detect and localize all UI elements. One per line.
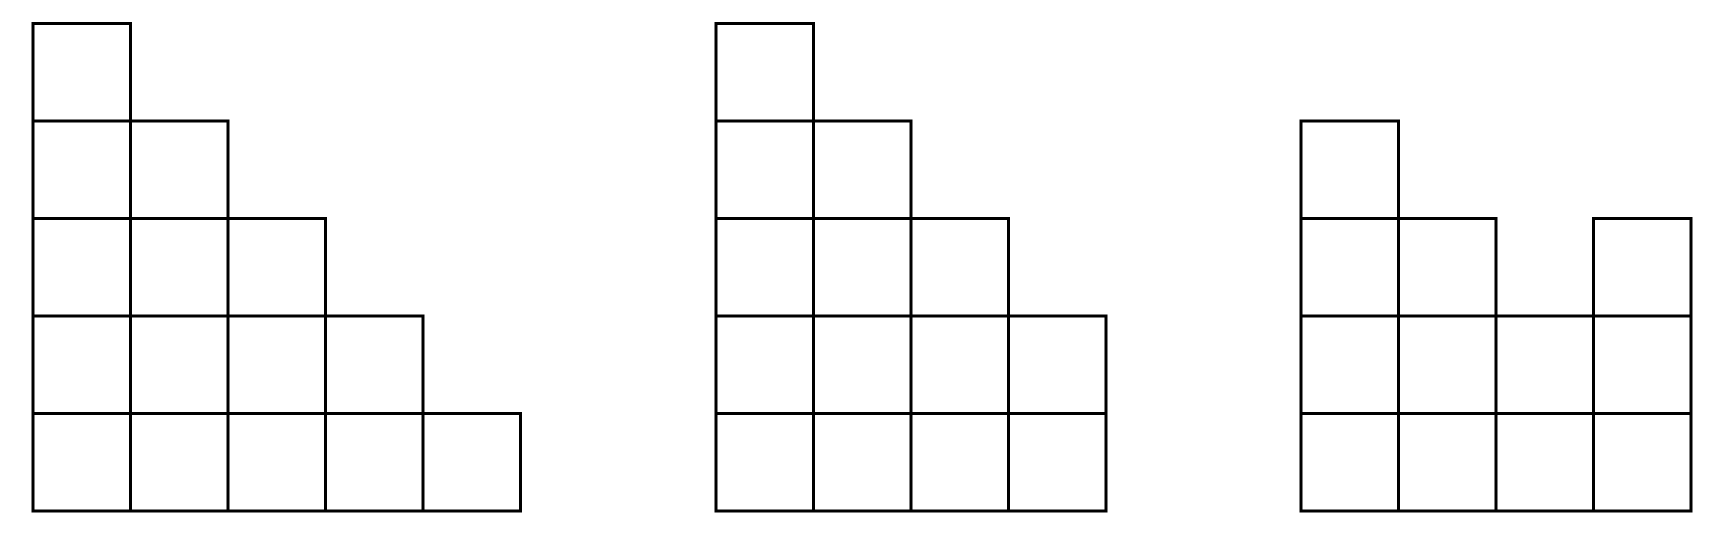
box-cell-1-col1-row1 <box>31 412 132 513</box>
box-figure-3 <box>1299 119 1693 513</box>
box-cell-2-col1-row4 <box>714 119 815 220</box>
box-cell-3-col4-row2 <box>1592 314 1693 415</box>
box-cell-2-col3-row1 <box>909 412 1010 513</box>
box-cell-1-col2-row4 <box>129 119 230 220</box>
box-cell-2-col2-row1 <box>812 412 913 513</box>
box-cell-1-col2-row1 <box>129 412 230 513</box>
box-cell-1-col5-row1 <box>421 412 522 513</box>
box-cell-2-col2-row4 <box>812 119 913 220</box>
box-cell-1-col1-row5 <box>31 22 132 123</box>
box-cell-2-col4-row2 <box>1007 314 1108 415</box>
box-cell-1-col1-row3 <box>31 217 132 318</box>
box-cell-3-col2-row2 <box>1397 314 1498 415</box>
box-cell-1-col3-row1 <box>226 412 327 513</box>
box-cell-3-col3-row1 <box>1494 412 1595 513</box>
box-cell-1-col4-row1 <box>324 412 425 513</box>
box-cell-1-col4-row2 <box>324 314 425 415</box>
box-cell-2-col1-row3 <box>714 217 815 318</box>
box-figure-1 <box>31 22 522 513</box>
box-cell-2-col2-row3 <box>812 217 913 318</box>
box-cell-3-col4-row3 <box>1592 217 1693 318</box>
box-cell-2-col1-row2 <box>714 314 815 415</box>
box-cell-3-col2-row3 <box>1397 217 1498 318</box>
box-cell-1-col2-row3 <box>129 217 230 318</box>
box-cell-3-col2-row1 <box>1397 412 1498 513</box>
box-cell-1-col2-row2 <box>129 314 230 415</box>
box-cell-1-col1-row2 <box>31 314 132 415</box>
box-cell-2-col1-row5 <box>714 22 815 123</box>
box-cell-3-col1-row3 <box>1299 217 1400 318</box>
box-cell-3-col1-row4 <box>1299 119 1400 220</box>
box-cell-1-col1-row4 <box>31 119 132 220</box>
box-cell-3-col1-row2 <box>1299 314 1400 415</box>
box-cell-3-col3-row2 <box>1494 314 1595 415</box>
box-cell-2-col2-row2 <box>812 314 913 415</box>
box-figure-2 <box>714 22 1108 513</box>
box-cell-3-col1-row1 <box>1299 412 1400 513</box>
box-cell-1-col3-row2 <box>226 314 327 415</box>
box-cell-2-col4-row1 <box>1007 412 1108 513</box>
box-cell-2-col1-row1 <box>714 412 815 513</box>
box-cell-2-col3-row2 <box>909 314 1010 415</box>
box-cell-3-col4-row1 <box>1592 412 1693 513</box>
box-cell-1-col3-row3 <box>226 217 327 318</box>
box-cell-2-col3-row3 <box>909 217 1010 318</box>
